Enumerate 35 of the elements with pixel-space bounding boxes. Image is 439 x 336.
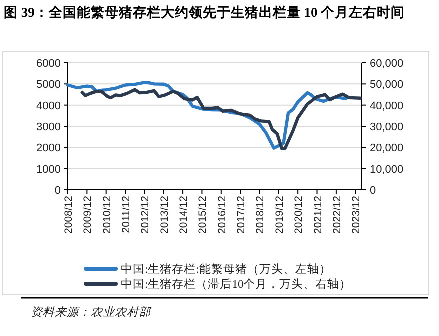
title: 图 39：全国能繁母猪存栏大约领先于生猪出栏量 10 个月左右时间 <box>4 5 406 20</box>
y2-tick-label: 10,000 <box>370 164 404 176</box>
y2-tick-label: 60,000 <box>370 58 404 70</box>
x-tick-label: 2018/12 <box>254 196 267 234</box>
legend-label: 中国:生猪存栏:能繁母猪（万头、左轴） <box>121 263 332 276</box>
x-tick-label: 2022/12 <box>331 196 344 234</box>
x-tick-label: 2019/12 <box>274 196 286 234</box>
y-tick-label: 2000 <box>36 142 61 155</box>
x-tick-label: 2015/12 <box>197 196 210 234</box>
line-series <box>80 88 362 151</box>
y-tick-label: 5000 <box>36 79 61 92</box>
x-tick-label: 2009/12 <box>82 196 94 234</box>
y2-tick-label: 0 <box>370 185 376 197</box>
x-tick-label: 2017/12 <box>236 196 248 234</box>
x-tick-label: 2013/12 <box>158 196 171 234</box>
x-tick-label: 2012/12 <box>140 196 152 234</box>
y-tick-label: 1000 <box>36 164 61 176</box>
x-tick-label: 2008/12 <box>63 196 75 234</box>
x-tick-label: 2016/12 <box>216 196 228 234</box>
y-tick-label: 6000 <box>36 58 61 70</box>
y2-tick-label: 30,000 <box>370 122 404 134</box>
y-tick-label: 0 <box>54 185 61 197</box>
x-tick-label: 2011/12 <box>120 196 133 234</box>
x-tick-label: 2020/12 <box>293 196 306 234</box>
y2-tick-label: 50,000 <box>370 79 404 92</box>
y2-tick-label: 40,000 <box>370 100 404 112</box>
legend-label: 中国:生猪存栏（滞后10个月，万头、右轴） <box>121 278 352 291</box>
text: 资料来源：农业农村部 <box>31 306 152 319</box>
x-tick-label: 2014/12 <box>178 196 190 234</box>
x-tick-label: 2010/12 <box>101 196 114 234</box>
x-tick-label: 2023/12 <box>350 196 363 234</box>
y-tick-label: 4000 <box>36 100 61 112</box>
y2-tick-label: 20,000 <box>370 142 404 155</box>
y-tick-label: 3000 <box>36 122 61 134</box>
x-tick-label: 2021/12 <box>312 196 324 234</box>
